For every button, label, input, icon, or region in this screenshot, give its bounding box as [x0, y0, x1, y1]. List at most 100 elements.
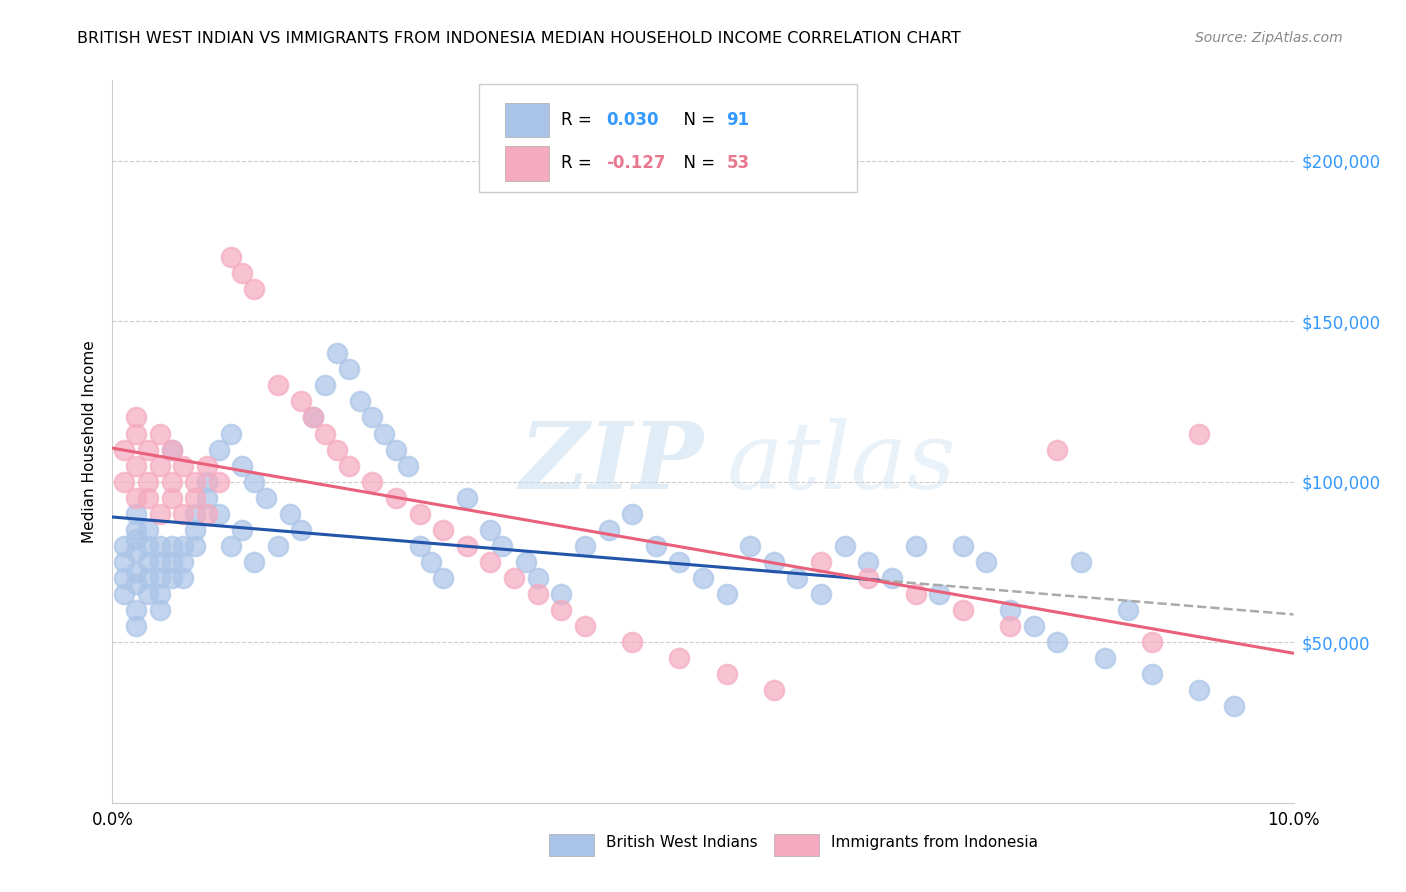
Point	[574, 539, 596, 553]
Point	[136, 475, 159, 489]
Point	[231, 458, 253, 473]
Point	[456, 539, 478, 553]
Point	[290, 394, 312, 409]
Point	[834, 539, 856, 553]
Point	[112, 571, 135, 585]
Point	[621, 507, 644, 521]
Point	[998, 603, 1021, 617]
Point	[208, 475, 231, 489]
Point	[880, 571, 903, 585]
Point	[786, 571, 808, 585]
Point	[149, 571, 172, 585]
FancyBboxPatch shape	[478, 84, 856, 193]
FancyBboxPatch shape	[505, 146, 550, 181]
FancyBboxPatch shape	[505, 103, 550, 137]
Point	[373, 426, 395, 441]
Point	[1046, 635, 1069, 649]
Point	[231, 523, 253, 537]
Y-axis label: Median Household Income: Median Household Income	[82, 340, 97, 543]
Point	[184, 507, 207, 521]
Point	[1094, 651, 1116, 665]
Point	[243, 475, 266, 489]
Text: atlas: atlas	[727, 418, 956, 508]
Point	[326, 346, 349, 360]
Point	[184, 491, 207, 505]
Text: BRITISH WEST INDIAN VS IMMIGRANTS FROM INDONESIA MEDIAN HOUSEHOLD INCOME CORRELA: BRITISH WEST INDIAN VS IMMIGRANTS FROM I…	[77, 31, 962, 46]
Point	[337, 458, 360, 473]
Point	[1188, 426, 1211, 441]
Point	[125, 603, 148, 617]
Text: 91: 91	[727, 111, 749, 129]
Point	[125, 491, 148, 505]
Point	[112, 555, 135, 569]
Point	[208, 442, 231, 457]
Point	[740, 539, 762, 553]
Point	[195, 491, 218, 505]
Point	[904, 587, 927, 601]
Point	[810, 587, 832, 601]
Point	[125, 619, 148, 633]
Point	[515, 555, 537, 569]
Point	[361, 410, 384, 425]
Point	[219, 250, 242, 264]
Point	[136, 587, 159, 601]
Point	[136, 539, 159, 553]
Point	[349, 394, 371, 409]
Point	[361, 475, 384, 489]
Point	[479, 523, 502, 537]
Point	[243, 555, 266, 569]
Point	[149, 555, 172, 569]
Text: R =: R =	[561, 111, 598, 129]
Point	[326, 442, 349, 457]
FancyBboxPatch shape	[550, 834, 595, 855]
Point	[125, 523, 148, 537]
Point	[858, 555, 880, 569]
Point	[149, 603, 172, 617]
Point	[952, 539, 974, 553]
Point	[668, 555, 690, 569]
Point	[998, 619, 1021, 633]
Point	[136, 523, 159, 537]
Point	[112, 587, 135, 601]
Text: ZIP: ZIP	[519, 418, 703, 508]
Point	[125, 426, 148, 441]
Point	[136, 442, 159, 457]
Text: N =: N =	[673, 111, 721, 129]
Point	[125, 577, 148, 591]
Point	[125, 507, 148, 521]
Point	[125, 458, 148, 473]
Point	[136, 491, 159, 505]
FancyBboxPatch shape	[773, 834, 818, 855]
Point	[160, 491, 183, 505]
Point	[184, 523, 207, 537]
Point	[149, 539, 172, 553]
Point	[385, 442, 408, 457]
Point	[172, 539, 194, 553]
Point	[160, 442, 183, 457]
Point	[267, 539, 290, 553]
Point	[1188, 683, 1211, 698]
Point	[550, 587, 572, 601]
Point	[149, 587, 172, 601]
Point	[385, 491, 408, 505]
Point	[858, 571, 880, 585]
Point	[112, 442, 135, 457]
Point	[810, 555, 832, 569]
Point	[668, 651, 690, 665]
Point	[314, 426, 336, 441]
Point	[762, 555, 785, 569]
Point	[904, 539, 927, 553]
Point	[231, 266, 253, 280]
Text: 0.030: 0.030	[606, 111, 658, 129]
Point	[1046, 442, 1069, 457]
Point	[208, 507, 231, 521]
Point	[125, 410, 148, 425]
Point	[302, 410, 325, 425]
Point	[243, 282, 266, 296]
Point	[621, 635, 644, 649]
Point	[644, 539, 666, 553]
Point	[112, 539, 135, 553]
Text: R =: R =	[561, 154, 598, 172]
Point	[952, 603, 974, 617]
Point	[314, 378, 336, 392]
